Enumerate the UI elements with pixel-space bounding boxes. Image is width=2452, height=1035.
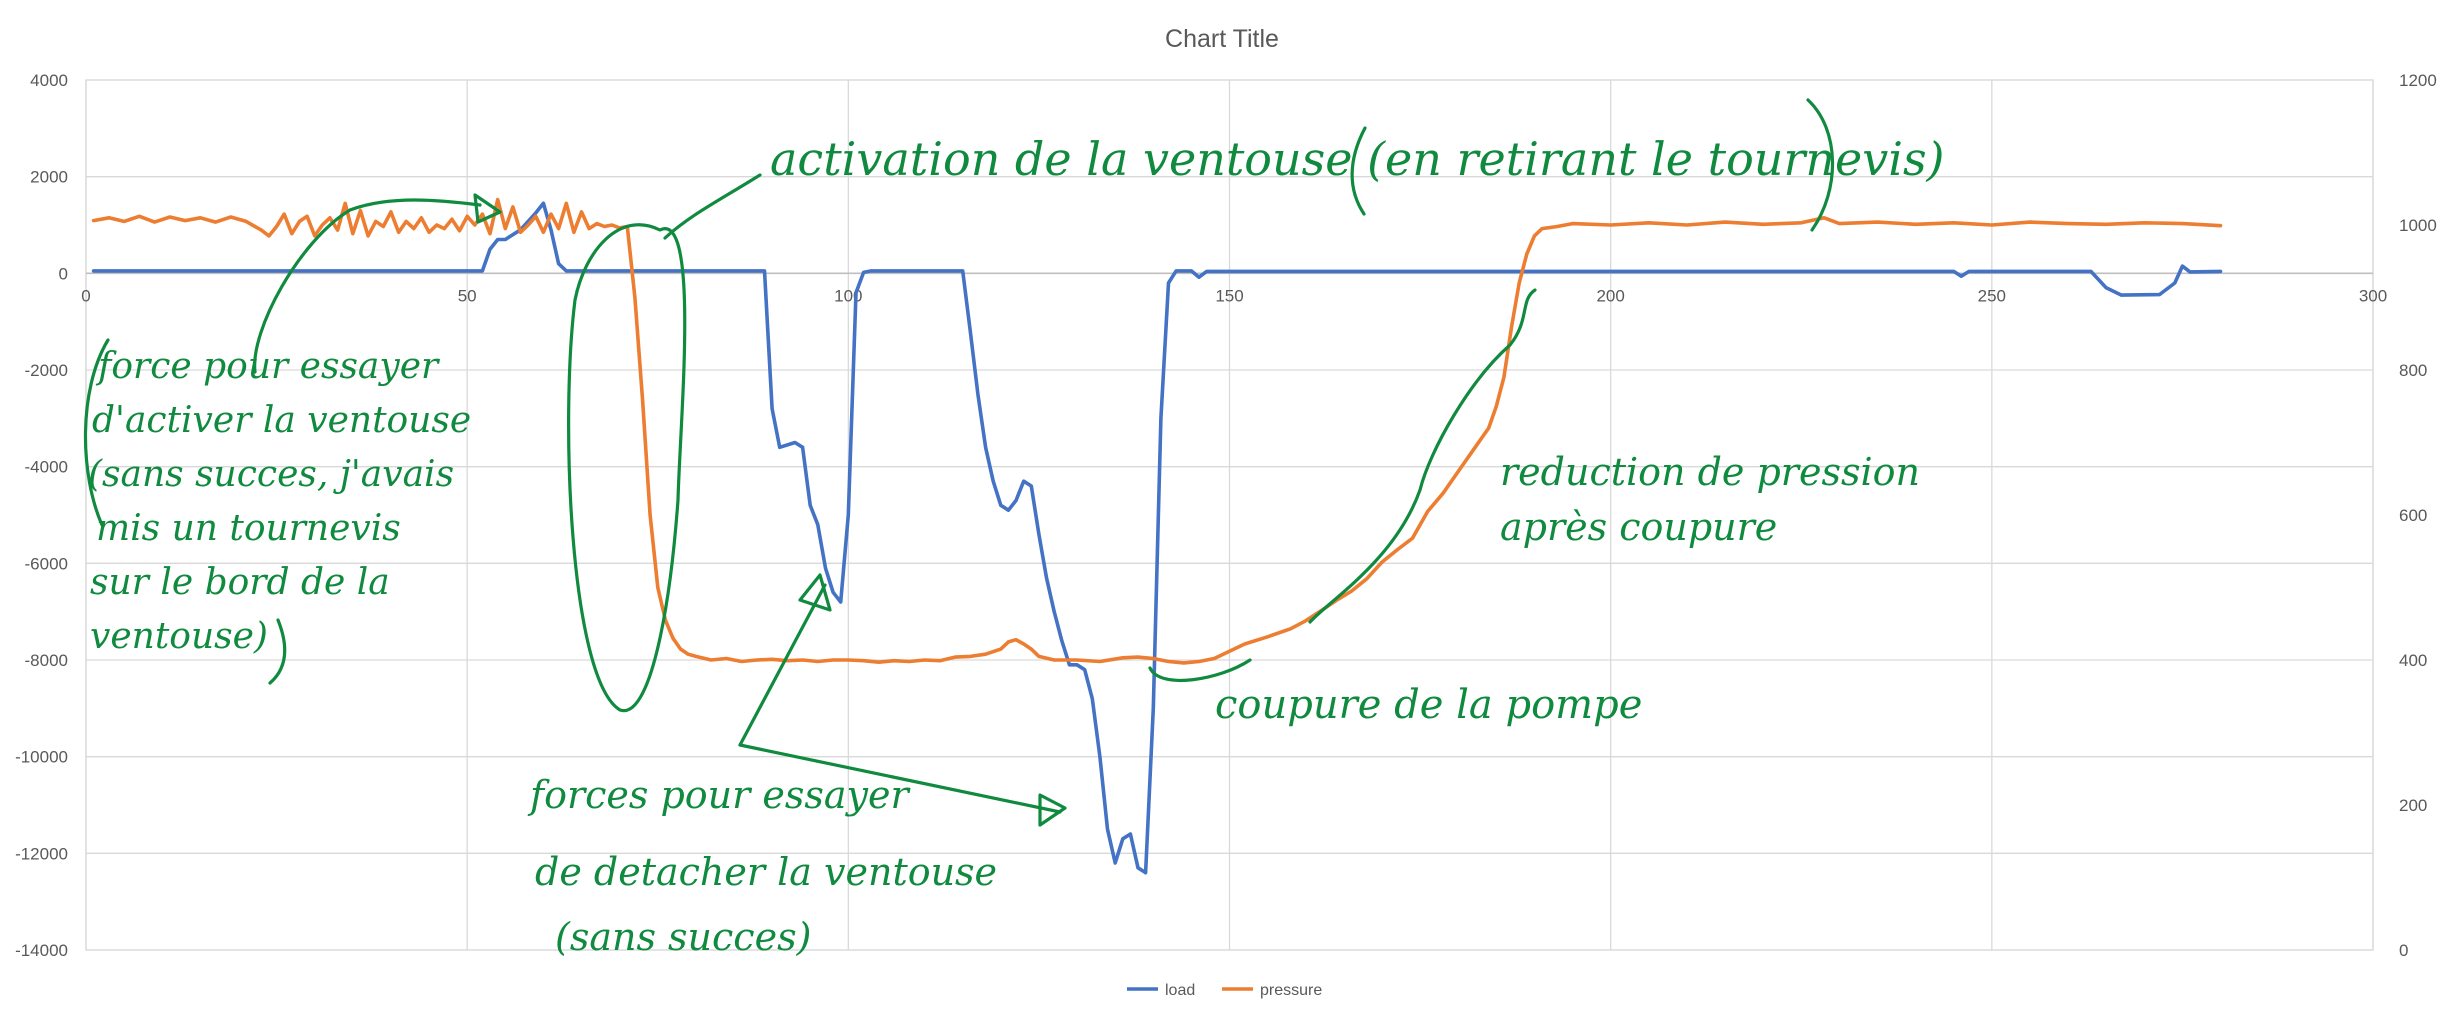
y-tick-label: -6000 [25,554,68,573]
annotation-arrowhead-top [473,193,502,224]
annotation-detach-line-2: de detacher la ventouse [535,850,997,894]
y-tick-label: 4000 [30,71,68,90]
y2-tick-label: 1200 [2399,71,2437,90]
annotation-force-line-2: d'activer la ventouse [92,400,471,441]
y-tick-label: -14000 [15,941,68,960]
y-tick-label: -10000 [15,748,68,767]
x-tick-label: 0 [81,286,90,305]
annotation-arrow-right [738,743,1062,814]
x-tick-label: 250 [1978,286,2006,305]
annotation-bracket-force [253,198,482,374]
chart-title: Chart Title [1165,25,1279,53]
series-line-load [91,201,2223,875]
annotation-paren-top-close [1806,98,1835,232]
annotation-force-line-3: (sans succes, j'avais [88,454,454,495]
y-tick-label: -12000 [15,844,68,863]
annotation-arrowhead-up [798,573,832,612]
annotation-ellipse [567,223,687,713]
y2-tick-label: 0 [2399,941,2408,960]
annotation-reduction-line-1: reduction de pression [1500,450,1920,494]
annotation-arrowhead-right [1038,793,1067,827]
x-tick-label: 50 [458,286,477,305]
y-tick-label: -8000 [25,651,68,670]
y-tick-label: 0 [59,264,68,283]
annotation-arrow-up [738,583,827,747]
annotation-paren-open [83,338,110,527]
y2-tick-label: 1000 [2399,216,2437,235]
annotation-force-line-4: mis un tournevis [96,508,401,549]
y-tick-label: -4000 [25,458,68,477]
chart-legend: load pressure [1127,982,1322,999]
annotation-layer: activation de la ventouse (en retirant l… [83,98,1945,959]
annotation-activation: activation de la ventouse (en retirant l… [770,132,1945,186]
annotation-detach-line-3: (sans succes) [555,915,811,959]
annotation-paren-top [1350,126,1367,216]
grid-layer [85,79,2374,951]
y2-tick-label: 800 [2399,361,2427,380]
x-tick-label: 300 [2359,286,2387,305]
annotation-force-line-5: sur le bord de la [90,562,390,603]
annotation-force-line-6: ventouse) [90,616,268,657]
annotation-coupure: coupure de la pompe [1215,682,1642,728]
y2-tick-label: 200 [2399,796,2427,815]
axis-layer: 400020000-2000-4000-6000-8000-10000-1200… [15,71,2437,960]
annotation-force-line-1: force pour essayer [95,346,440,387]
x-tick-label: 200 [1596,286,1624,305]
y2-tick-label: 600 [2399,506,2427,525]
annotation-line-to-ellipse [663,173,762,240]
y2-tick-label: 400 [2399,651,2427,670]
annotation-reduction-line [1308,288,1537,624]
series-layer [91,197,2223,875]
legend-label-load: load [1165,982,1195,999]
series-line-pressure [91,197,2223,665]
x-tick-label: 150 [1215,286,1243,305]
legend-label-pressure: pressure [1260,982,1322,999]
annotation-paren-close [268,618,287,685]
y-tick-label: 2000 [30,168,68,187]
annotation-bracket-coupure [1148,658,1252,683]
annotation-reduction-line-2: après coupure [1500,505,1777,549]
y-tick-label: -2000 [25,361,68,380]
annotation-detach-line-1: forces pour essayer [527,773,911,817]
